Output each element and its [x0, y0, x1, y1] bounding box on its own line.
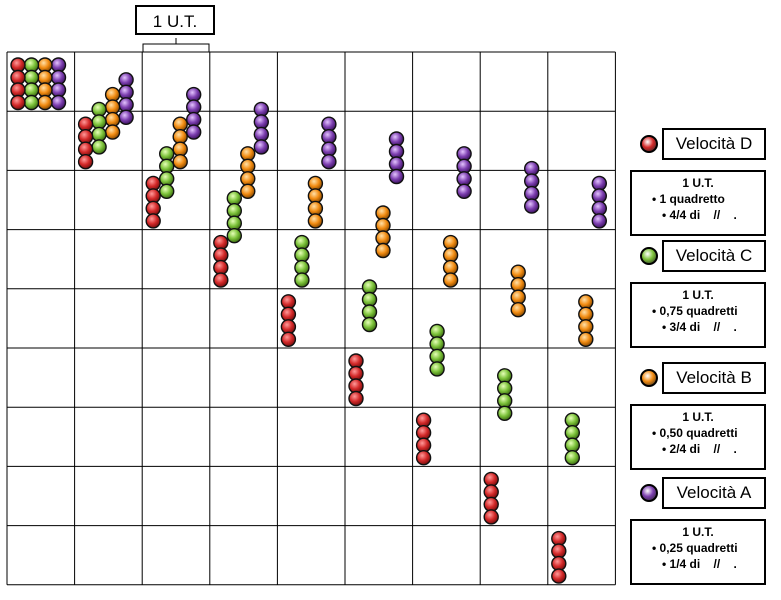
bead-c: [497, 405, 513, 421]
bead-c: [564, 450, 580, 466]
bead-d: [145, 213, 161, 229]
bead-a: [50, 94, 67, 111]
legend-line-1: • 1 quadretto: [652, 192, 725, 206]
bead-c: [429, 361, 445, 377]
legend-box-d: 1 U.T. • 1 quadretto • 4/4 di // .: [630, 170, 766, 236]
bead-c: [294, 272, 310, 288]
legend-line-1: • 0,25 quadretti: [652, 541, 738, 555]
bead-c: [23, 94, 40, 111]
bead-a: [524, 198, 540, 214]
legend-dot-b: [640, 369, 658, 387]
legend-line-2: • 2/4 di // .: [662, 442, 737, 456]
bead-d: [483, 509, 499, 525]
bead-a: [591, 213, 607, 229]
bead-b: [104, 124, 121, 140]
legend-unit: 1 U.T.: [682, 176, 714, 190]
legend-line-2: • 1/4 di // .: [662, 557, 737, 571]
bead-b: [375, 242, 391, 259]
legend-title-a: Velocità A: [662, 477, 766, 509]
legend-unit: 1 U.T.: [682, 288, 714, 302]
bead-c: [91, 139, 107, 155]
legend-dot-a: [640, 484, 658, 502]
legend-dot-c: [640, 247, 658, 265]
bead-d: [415, 450, 432, 466]
legend-box-c: 1 U.T. • 0,75 quadretti • 3/4 di // .: [630, 282, 766, 348]
legend-dot-d: [640, 135, 658, 153]
beads-layer: [10, 57, 607, 584]
bead-c: [226, 227, 243, 244]
bead-b: [37, 94, 53, 111]
bead-d: [77, 153, 94, 170]
legend-title-b: Velocità B: [662, 362, 766, 394]
legend-line-1: • 0,50 quadretti: [652, 426, 738, 440]
legend-box-b: 1 U.T. • 0,50 quadretti • 2/4 di // .: [630, 404, 766, 470]
bead-a: [118, 109, 134, 126]
legend-line-1: • 0,75 quadretti: [652, 304, 738, 318]
bead-d: [213, 272, 229, 288]
legend-title-d: Velocità D: [662, 128, 766, 160]
bead-b: [442, 272, 459, 288]
legend-unit: 1 U.T.: [682, 525, 714, 539]
bead-a: [456, 183, 472, 200]
bead-d: [10, 94, 26, 111]
legend-unit: 1 U.T.: [682, 410, 714, 424]
bead-a: [253, 139, 269, 155]
legend-title-c: Velocità C: [662, 240, 766, 272]
bead-c: [158, 183, 175, 200]
legend-box-a: 1 U.T. • 0,25 quadretti • 1/4 di // .: [630, 519, 766, 585]
bead-d: [348, 390, 364, 407]
bead-b: [510, 302, 526, 318]
bead-a: [388, 168, 405, 185]
bead-d: [280, 331, 297, 347]
bead-a: [321, 153, 337, 170]
legend-line-2: • 3/4 di // .: [662, 320, 737, 334]
bead-a: [185, 124, 202, 140]
bead-b: [578, 331, 594, 347]
bead-b: [307, 213, 324, 229]
unit-brace: [142, 38, 210, 52]
bead-c: [361, 316, 378, 333]
unit-time-label: 1 U.T.: [135, 5, 215, 35]
bead-d: [551, 568, 567, 584]
bead-b: [172, 153, 188, 170]
bead-b: [240, 183, 256, 200]
legend-line-2: • 4/4 di // .: [662, 208, 737, 222]
